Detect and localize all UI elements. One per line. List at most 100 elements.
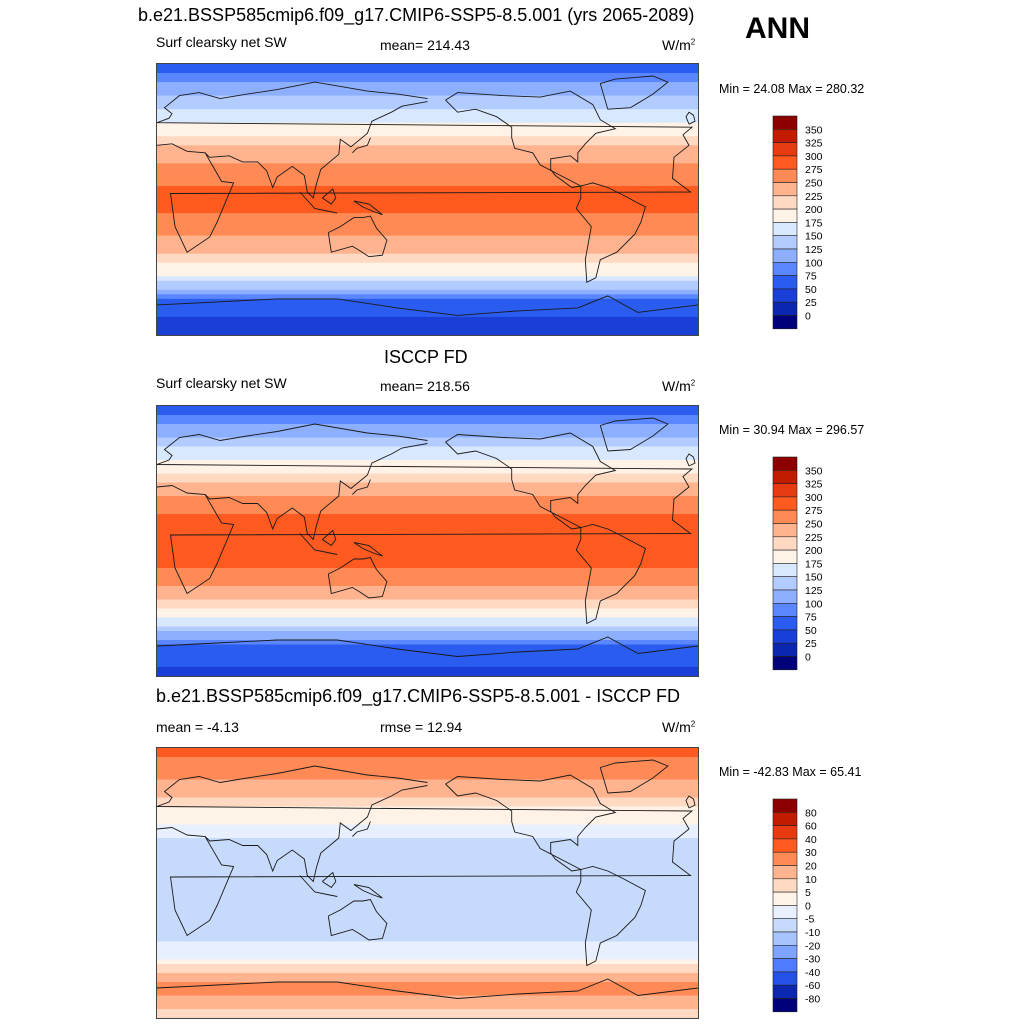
colorbar-box: [772, 248, 798, 263]
zonal-band: [157, 748, 698, 754]
coastline: [204, 443, 428, 541]
zonal-band: [157, 473, 698, 479]
zonal-band: [157, 851, 698, 857]
coastline: [353, 200, 383, 216]
coastline: [299, 875, 338, 897]
zonal-band: [157, 959, 698, 965]
colorbar-box: [772, 589, 798, 604]
coastline: [575, 524, 646, 625]
zonal-band: [157, 811, 698, 817]
colorbar-tick-label: 200: [805, 204, 823, 216]
colorbar-box: [772, 536, 798, 551]
zonal-band: [157, 883, 698, 889]
zonal-band: [157, 667, 698, 673]
colorbar-box: [772, 155, 798, 170]
panel3-map-svg: [157, 748, 698, 1018]
zonal-band: [157, 86, 698, 92]
zonal-band: [157, 671, 698, 676]
panel2-map: [156, 405, 699, 677]
zonal-band: [157, 1013, 698, 1018]
zonal-band: [157, 577, 698, 583]
panel2-header: ISCCP FD: [384, 347, 468, 367]
zonal-band: [157, 226, 698, 232]
colorbar-box: [772, 563, 798, 578]
zonal-band: [157, 514, 698, 520]
coastline: [353, 884, 383, 899]
panel2-colorbar: 350 325 300 275 250 225 200 175 150 125 100 75 50 25 0: [772, 456, 863, 671]
zonal-band: [157, 838, 698, 844]
zonal-band: [157, 73, 698, 79]
zonal-band: [157, 554, 698, 560]
colorbar-tick-label: 225: [805, 532, 823, 544]
zonal-band: [157, 964, 698, 970]
zonal-band: [157, 640, 698, 646]
zonal-band: [157, 222, 698, 228]
zonal-band: [157, 955, 698, 961]
zonal-band: [157, 131, 698, 137]
zonal-band: [157, 500, 698, 506]
colorbar-tick-label: 200: [805, 545, 823, 557]
coastline: [575, 182, 646, 284]
zonal-band: [157, 968, 698, 974]
zonal-band: [157, 896, 698, 902]
colorbar-box: [772, 838, 798, 853]
colorbar-tick-label: 25: [805, 297, 817, 309]
zonal-band: [157, 505, 698, 511]
zonal-band: [157, 303, 698, 309]
panel1-map: [156, 63, 699, 336]
zonal-band: [157, 905, 698, 911]
colorbar-box: [772, 603, 798, 617]
colorbar-tick-label: 20: [805, 861, 817, 873]
zonal-band: [157, 455, 698, 461]
coastline: [204, 785, 428, 883]
zonal-band: [157, 856, 698, 862]
zonal-band: [157, 815, 698, 821]
colorbar-tick-label: 100: [805, 257, 823, 269]
zonal-band: [157, 167, 698, 173]
zonal-band: [157, 824, 698, 830]
colorbar-tick-label: 75: [805, 271, 817, 283]
zonal-band: [157, 523, 698, 529]
zonal-band: [157, 285, 698, 291]
coastline: [327, 556, 388, 599]
zonal-band: [157, 541, 698, 547]
colorbar-tick-label: 300: [805, 151, 823, 163]
zonal-band: [157, 496, 698, 502]
zonal-band: [157, 658, 698, 664]
coastline: [322, 529, 337, 547]
zonal-band: [157, 312, 698, 318]
panel1-variable-label: Surf clearsky net SW: [156, 34, 287, 50]
coastline: [685, 795, 696, 809]
zonal-band: [157, 172, 698, 178]
panel1-units: W/m2: [662, 37, 696, 53]
zonal-band: [157, 892, 698, 898]
zonal-band: [157, 626, 698, 632]
colorbar-box: [772, 905, 798, 920]
colorbar-box: [772, 195, 798, 210]
colorbar-box: [772, 945, 798, 959]
panel2-variable-label: Surf clearsky net SW: [156, 375, 287, 391]
zonal-band: [157, 653, 698, 659]
zonal-band: [157, 910, 698, 916]
zonal-band: [157, 923, 698, 929]
colorbar-box: [772, 865, 798, 880]
colorbar-tick-label: 5: [805, 887, 811, 899]
colorbar-tick-label: 225: [805, 191, 823, 203]
coastline: [445, 774, 617, 872]
panel3-rmse-label: rmse = 12.94: [380, 719, 463, 735]
colorbar-box: [772, 496, 798, 511]
zonal-band: [157, 950, 698, 956]
zonal-band: [157, 244, 698, 250]
zonal-band: [157, 860, 698, 866]
colorbar-tick-label: 250: [805, 519, 823, 531]
coastline: [157, 765, 694, 937]
zonal-band: [157, 231, 698, 237]
zonal-band: [157, 545, 698, 551]
zonal-band: [157, 451, 698, 457]
zonal-band: [157, 154, 698, 160]
zonal-band: [157, 518, 698, 524]
colorbar-tick-label: 0: [805, 311, 811, 323]
zonal-band: [157, 262, 698, 268]
panel3-minmax: Min = -42.83 Max = 65.41: [719, 765, 862, 779]
